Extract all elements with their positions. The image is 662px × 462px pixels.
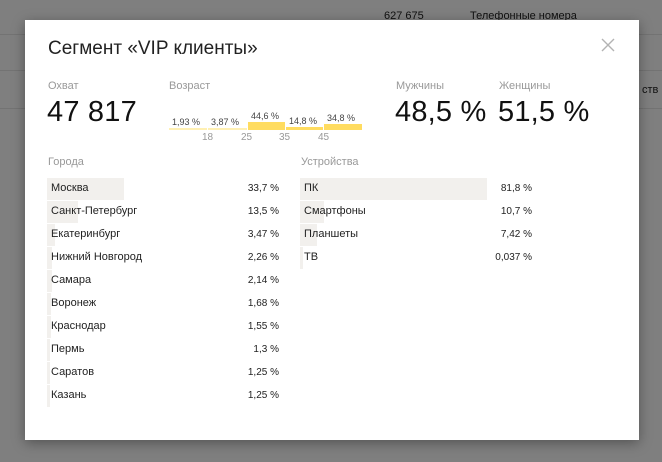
men-value: 48,5 % — [395, 96, 487, 128]
device-row: ТВ 0,037 % — [300, 247, 532, 269]
age-bar-label: 1,93 % — [172, 117, 201, 127]
age-bar — [169, 128, 207, 130]
row-value: 1,68 % — [247, 298, 279, 309]
row-name: Планшеты — [304, 228, 359, 240]
row-value: 10,7 % — [500, 206, 532, 217]
row-name: Екатеринбург — [51, 228, 121, 240]
age-tick-label: 45 — [318, 132, 330, 143]
row-share-bar — [47, 224, 55, 246]
row-value: 2,14 % — [247, 275, 279, 286]
age-bar-label: 44,6 % — [251, 111, 280, 121]
row-share-bar — [47, 339, 50, 361]
row-share-bar — [47, 178, 124, 200]
row-name: ТВ — [304, 251, 319, 263]
city-row: Екатеринбург 3,47 % — [47, 224, 279, 246]
row-share-bar — [47, 316, 51, 338]
city-row: Краснодар 1,55 % — [47, 316, 279, 338]
women-value: 51,5 % — [498, 96, 590, 128]
row-value: 2,26 % — [247, 252, 279, 263]
row-share-bar — [300, 224, 317, 246]
city-row: Саратов 1,25 % — [47, 362, 279, 384]
device-row: Планшеты 7,42 % — [300, 224, 532, 246]
age-bar-label: 14,8 % — [289, 116, 318, 126]
device-row: Смартфоны 10,7 % — [300, 201, 532, 223]
age-bar — [208, 128, 247, 130]
age-tick-label: 18 — [202, 132, 214, 143]
row-share-bar — [47, 270, 52, 292]
row-name: Смартфоны — [304, 205, 366, 217]
age-histogram: 1,93 % 3,87 % 44,6 % 14,8 % 34,8 % 18 25 35 45 — [169, 102, 365, 152]
row-share-bar — [47, 201, 78, 223]
women-label: Женщины — [499, 80, 551, 92]
city-row: Воронеж 1,68 % — [47, 293, 279, 315]
row-value: 13,5 % — [247, 206, 279, 217]
row-value: 81,8 % — [500, 183, 532, 194]
row-share-bar — [300, 247, 303, 269]
row-share-bar — [300, 178, 487, 200]
device-row: ПК 81,8 % — [300, 178, 532, 200]
row-value: 7,42 % — [500, 229, 532, 240]
age-tick-label: 35 — [279, 132, 291, 143]
devices-label: Устройства — [301, 156, 359, 168]
city-row: Нижний Новгород 2,26 % — [47, 247, 279, 269]
men-label: Мужчины — [396, 80, 445, 92]
age-label: Возраст — [169, 80, 211, 92]
row-value: 1,3 % — [253, 344, 279, 355]
age-bar-label: 3,87 % — [211, 117, 240, 127]
age-bar — [286, 127, 323, 130]
row-share-bar — [47, 385, 50, 407]
row-name: Москва — [51, 182, 89, 194]
city-row: Москва 33,7 % — [47, 178, 279, 200]
row-value: 1,25 % — [247, 390, 279, 401]
row-name: Казань — [51, 389, 87, 401]
row-name: Саратов — [51, 366, 95, 378]
row-name: Воронеж — [51, 297, 97, 309]
city-row: Самара 2,14 % — [47, 270, 279, 292]
row-name: Санкт-Петербург — [51, 205, 138, 217]
cities-label: Города — [48, 156, 84, 168]
row-value: 1,25 % — [247, 367, 279, 378]
row-share-bar — [47, 362, 50, 384]
row-name: Нижний Новгород — [51, 251, 143, 263]
row-name: ПК — [304, 182, 319, 194]
row-value: 3,47 % — [247, 229, 279, 240]
age-bar-label: 34,8 % — [327, 113, 356, 123]
row-value: 1,55 % — [247, 321, 279, 332]
row-share-bar — [47, 293, 51, 315]
city-row: Казань 1,25 % — [47, 385, 279, 407]
row-value: 33,7 % — [247, 183, 279, 194]
age-bar — [324, 124, 362, 130]
modal-title: Сегмент «VIP клиенты» — [48, 38, 258, 59]
row-share-bar — [300, 201, 324, 223]
city-row: Санкт-Петербург 13,5 % — [47, 201, 279, 223]
row-name: Самара — [51, 274, 92, 286]
city-row: Пермь 1,3 % — [47, 339, 279, 361]
age-bar — [248, 122, 285, 130]
age-tick-label: 25 — [241, 132, 253, 143]
segment-modal: Сегмент «VIP клиенты» Охват 47 817 Возра… — [25, 20, 639, 440]
reach-label: Охват — [48, 80, 79, 92]
close-icon[interactable] — [601, 38, 615, 52]
row-name: Пермь — [51, 343, 85, 355]
reach-value: 47 817 — [47, 96, 137, 128]
row-share-bar — [47, 247, 52, 269]
row-name: Краснодар — [51, 320, 106, 332]
row-value: 0,037 % — [495, 252, 532, 263]
